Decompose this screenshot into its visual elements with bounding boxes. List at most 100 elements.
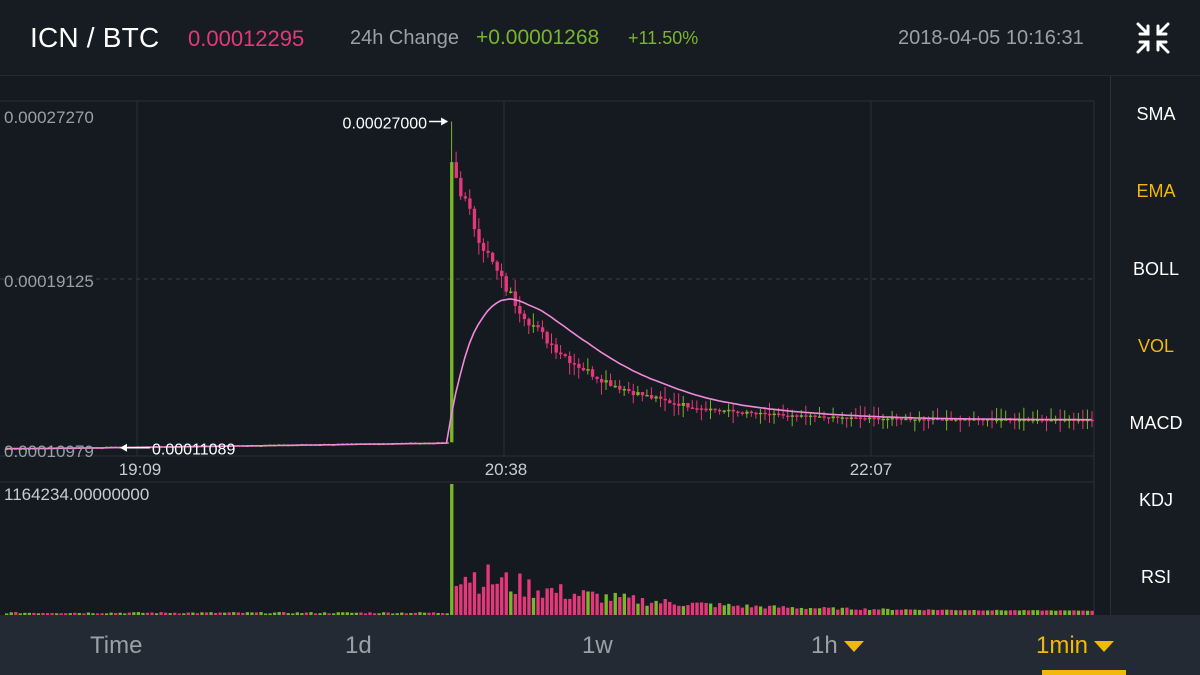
indicator-rsi[interactable]: RSI [1140, 567, 1171, 587]
volume-bar [831, 607, 835, 615]
candle-body [699, 408, 704, 410]
y-tick-label: 0.00019125 [4, 272, 94, 291]
candle-body [822, 416, 826, 418]
volume-bar [536, 590, 540, 615]
candle-body [804, 415, 808, 417]
candle-body [768, 413, 772, 416]
volume-bar [527, 579, 531, 615]
candle-body [972, 419, 976, 421]
volume-bar [836, 609, 840, 615]
candle-body [786, 415, 790, 418]
volume-bar [77, 612, 82, 615]
timeframe-1d[interactable]: 1d [345, 632, 372, 660]
candle-body [554, 344, 558, 353]
volume-bar [245, 612, 250, 615]
high-marker-arrowhead [441, 117, 449, 126]
candle-body [463, 196, 468, 199]
candle-body [1031, 419, 1035, 422]
candle-body [849, 417, 854, 419]
candle-body [477, 229, 481, 243]
volume-bar [659, 603, 663, 615]
volume-bar [177, 613, 181, 615]
volume-bar [82, 613, 86, 615]
timeframe-label: 1w [582, 632, 613, 659]
volume-bar [463, 576, 468, 615]
indicator-boll[interactable]: BOLL [1132, 259, 1180, 279]
candle-body [563, 354, 567, 357]
x-tick-label: 19:09 [119, 460, 162, 479]
volume-bar [45, 613, 50, 615]
volume-bar [677, 605, 681, 615]
indicator-sma[interactable]: SMA [1136, 104, 1176, 124]
timeframe-1h[interactable]: 1h [811, 632, 864, 660]
volume-bar [163, 612, 168, 615]
volume-bar [772, 605, 776, 615]
volume-bar [686, 605, 690, 615]
price-chart[interactable]: 0.00027270 0.00019125 0.00010979 19:09 20:38… [0, 76, 1110, 615]
volume-bar [200, 612, 204, 615]
volume-bar [613, 592, 617, 615]
volume-bar [995, 609, 999, 615]
volume-bar [922, 610, 926, 615]
volume-bar [86, 612, 91, 615]
volume-bar [1031, 610, 1035, 615]
volume-bar [963, 610, 967, 615]
indicator-ema[interactable]: EMA [1136, 181, 1176, 201]
volume-bar [509, 591, 513, 615]
candle-body [926, 419, 931, 421]
volume-bar [109, 612, 113, 615]
volume-bar [182, 613, 186, 615]
volume-bar [958, 610, 963, 615]
candle-body [945, 419, 949, 421]
volume-bar [781, 606, 785, 615]
timeframe-1w[interactable]: 1w [582, 632, 613, 660]
volume-bar [763, 608, 767, 615]
indicator-macd[interactable]: MACD [1129, 413, 1183, 433]
candle-body [763, 412, 767, 415]
candle-body [922, 418, 926, 421]
timeframe-label: Time [90, 632, 143, 659]
volume-bar [481, 586, 486, 615]
candle-body [872, 417, 876, 420]
candle-body [931, 418, 935, 421]
volume-bar [1017, 610, 1022, 615]
volume-bar [204, 612, 209, 615]
volume-bar [522, 596, 527, 615]
volume-bar [23, 612, 27, 615]
volume-bar [272, 612, 277, 615]
volume-bar [926, 609, 931, 615]
volume-bar [363, 613, 368, 615]
candle-body [468, 198, 472, 209]
timeframe-label: 1min [1036, 632, 1089, 659]
volume-bar [872, 609, 876, 615]
indicator-vol[interactable]: VOL [1137, 336, 1175, 356]
volume-bar [799, 607, 804, 615]
candle-body [704, 408, 708, 411]
candle-body [1022, 419, 1026, 422]
volume-bar [359, 612, 363, 615]
candle-body [690, 407, 695, 409]
volume-bar [368, 612, 372, 615]
timeframe-1min[interactable]: 1min [1036, 632, 1115, 660]
volume-bar [777, 607, 781, 615]
volume-bar [795, 608, 799, 615]
volume-bar [704, 602, 708, 615]
volume-bar [790, 607, 795, 615]
candlestick-chart[interactable]: 0.00027270 0.00019125 0.00010979 19:09 20:38… [0, 76, 1110, 615]
candle-body [454, 162, 458, 178]
volume-bar [36, 613, 41, 615]
volume-bar [114, 613, 118, 615]
volume-bar [622, 593, 627, 615]
volume-bar [241, 612, 245, 615]
volume-bar [649, 602, 654, 615]
candle-body [749, 411, 754, 414]
volume-bar [936, 610, 940, 615]
timeframe-time[interactable]: Time [90, 632, 142, 660]
volume-bar [73, 612, 77, 615]
candle-body [577, 363, 581, 368]
volume-bar [336, 612, 340, 615]
volume-bar [681, 606, 686, 615]
collapse-fullscreen-icon[interactable] [1132, 18, 1174, 58]
candle-body [740, 412, 745, 414]
indicator-kdj[interactable]: KDJ [1138, 490, 1173, 510]
